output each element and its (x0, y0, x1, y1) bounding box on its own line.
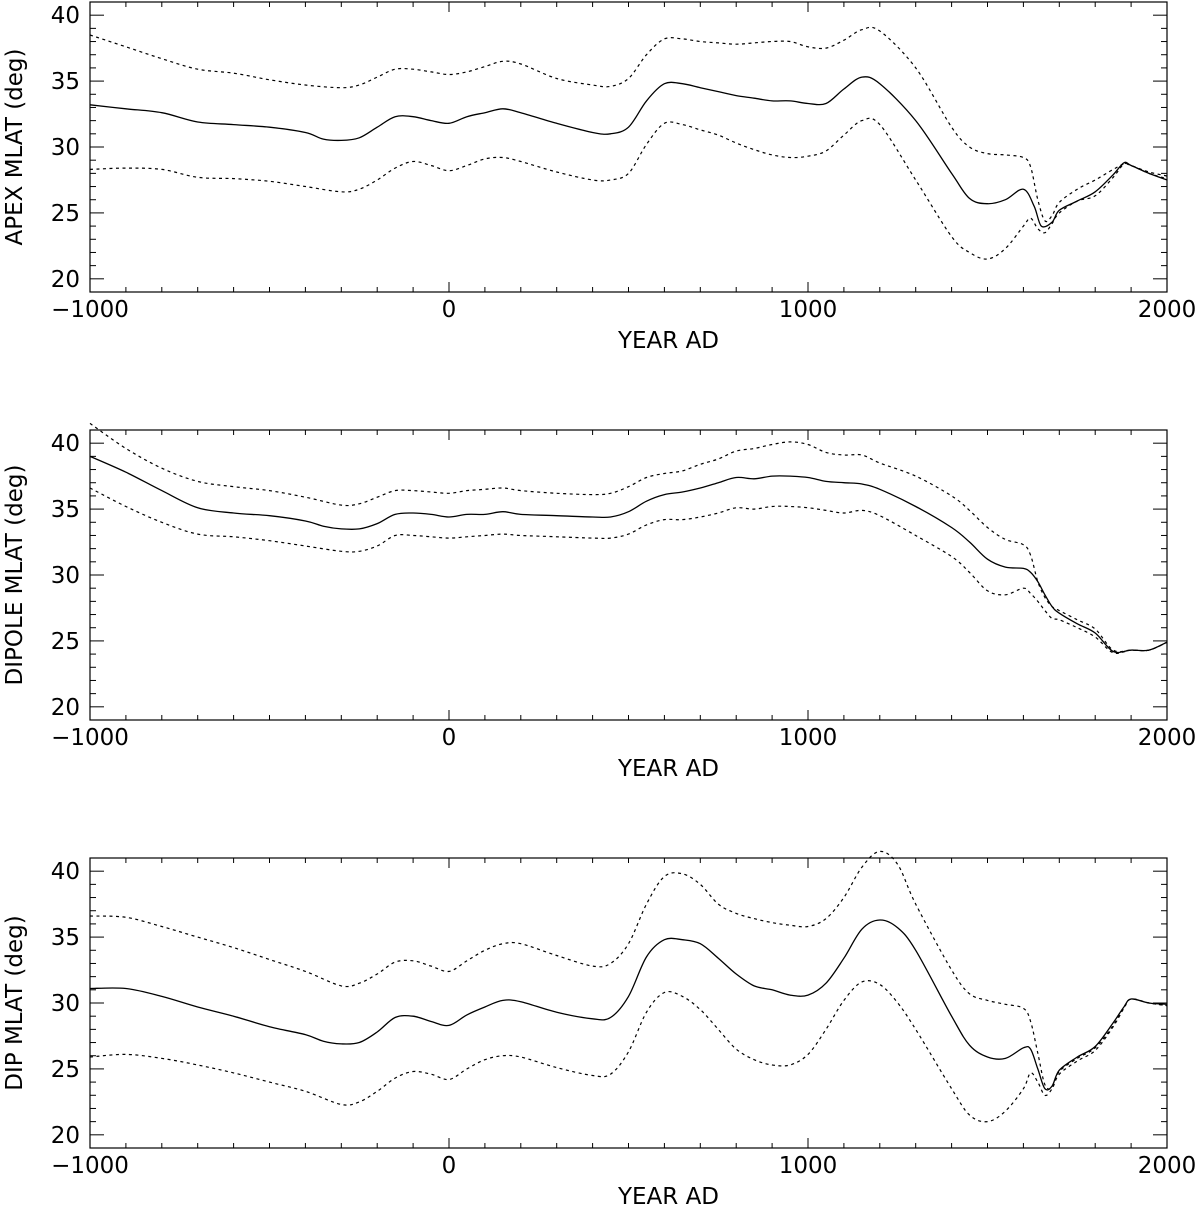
y-tick-label: 20 (51, 1123, 80, 1149)
bound-line-2 (89, 487, 1168, 654)
chart-panel-3: −1000 0 1000 2000 20 25 30 35 40 YEAR AD DIP MLAT … (2, 850, 1197, 1210)
main-line (89, 76, 1168, 228)
bound-line-2 (89, 117, 1168, 260)
y-tick-label: 35 (51, 69, 80, 95)
x-tick-label: −1000 (51, 725, 129, 751)
x-tick-label: 0 (442, 1153, 457, 1179)
y-axis-label: APEX MLAT (deg) (2, 49, 28, 246)
x-tick-label: 2000 (1138, 297, 1197, 323)
x-axis-label: YEAR AD (617, 1184, 719, 1210)
y-tick-label: 25 (51, 201, 80, 227)
x-tick-label: −1000 (51, 297, 129, 323)
main-line (89, 455, 1168, 654)
x-tick-label: 1000 (779, 725, 838, 751)
x-axis-label: YEAR AD (617, 328, 719, 354)
y-tick-label: 30 (51, 135, 80, 161)
bound-line-1 (89, 422, 1168, 653)
y-tick-label: 35 (51, 925, 80, 951)
bound-line-1 (89, 850, 1168, 1090)
chart-panel-2: −1000 0 1000 2000 20 25 30 35 40 YEAR AD DIPOLE ML… (2, 422, 1197, 782)
y-tick-label: 30 (51, 563, 80, 589)
y-axis-label: DIP MLAT (deg) (2, 915, 28, 1090)
plot-frame (89, 857, 1168, 1149)
y-tick-label: 25 (51, 1057, 80, 1083)
x-tick-label: 1000 (779, 297, 838, 323)
x-tick-label: 2000 (1138, 1153, 1197, 1179)
y-tick-label: 20 (51, 695, 80, 721)
y-tick-label: 20 (51, 267, 80, 293)
y-tick-label: 40 (51, 431, 80, 457)
y-tick-label: 40 (51, 859, 80, 885)
x-axis-label: YEAR AD (617, 756, 719, 782)
x-tick-label: 0 (442, 725, 457, 751)
y-tick-label: 25 (51, 629, 80, 655)
bound-line-2 (89, 980, 1168, 1123)
y-tick-label: 40 (51, 3, 80, 29)
bound-line-1 (89, 26, 1168, 223)
plot-frame (89, 429, 1168, 721)
main-line (89, 919, 1168, 1091)
x-tick-label: 2000 (1138, 725, 1197, 751)
y-tick-label: 35 (51, 497, 80, 523)
x-tick-label: −1000 (51, 1153, 129, 1179)
y-axis-label: DIPOLE MLAT (deg) (2, 465, 28, 686)
plot-frame (89, 1, 1168, 293)
y-tick-label: 30 (51, 991, 80, 1017)
x-tick-label: 0 (442, 297, 457, 323)
chart-panel-1: −1000 0 1000 2000 20 25 30 35 40 YEAR AD APEX MLAT… (2, 1, 1197, 354)
x-tick-label: 1000 (779, 1153, 838, 1179)
